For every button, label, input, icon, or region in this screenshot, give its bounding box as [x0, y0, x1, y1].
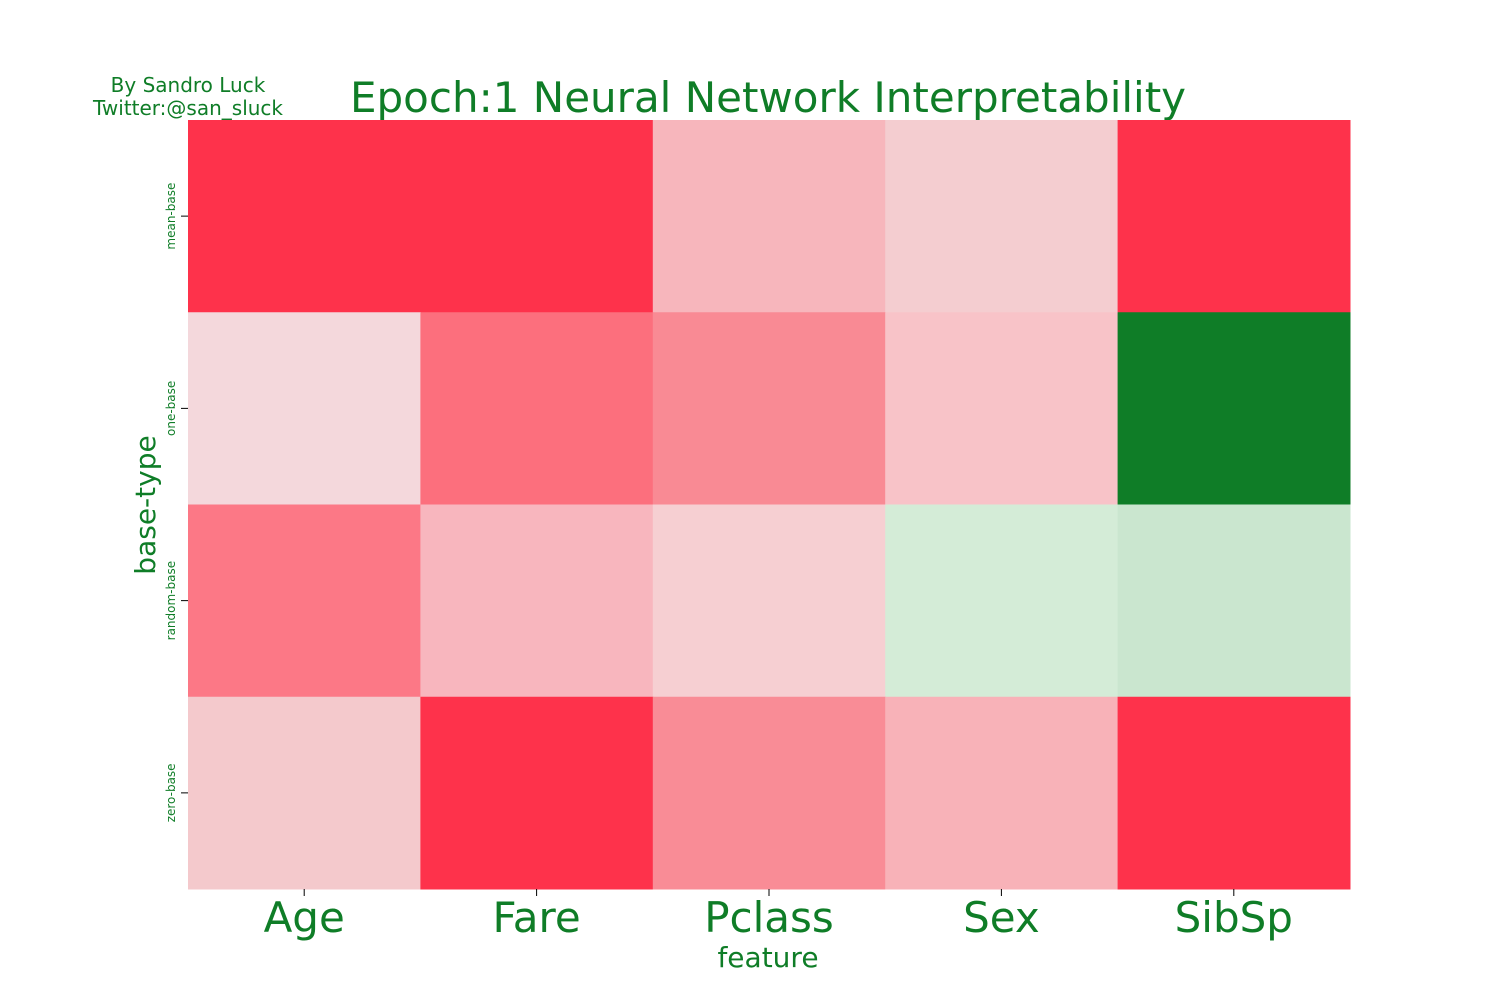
heatmap-cell-mean-base-SibSp — [1117, 120, 1351, 313]
heatmap-cell-random-base-Sex — [885, 504, 1119, 698]
heatmap-cell-one-base-Sex — [885, 312, 1119, 505]
heatmap-cell-zero-base-Age — [188, 696, 421, 890]
credit-line-2: Twitter:@san_sluck — [92, 96, 283, 120]
heatmap-cell-mean-base-Age — [188, 120, 421, 313]
heatmap-cell-zero-base-Pclass — [652, 696, 886, 890]
heatmap-cell-one-base-Pclass — [652, 312, 886, 505]
x-tick-label: Age — [264, 893, 345, 942]
x-axis-ticks: Age Fare Pclass Sex SibSp — [264, 889, 1293, 942]
heatmap-cell-one-base-Age — [188, 312, 421, 505]
x-tick-label: Sex — [963, 893, 1040, 942]
heatmap-cell-random-base-Pclass — [652, 504, 886, 698]
x-tick-label: SibSp — [1175, 893, 1293, 942]
heatmap-cells — [188, 120, 1351, 890]
heatmap-cell-zero-base-SibSp — [1117, 696, 1351, 890]
chart-title: Epoch:1 Neural Network Interpretability — [350, 73, 1186, 122]
heatmap-cell-one-base-SibSp — [1117, 312, 1351, 505]
x-axis-label: feature — [717, 941, 818, 974]
x-tick-label: Pclass — [704, 893, 834, 942]
heatmap-cell-mean-base-Sex — [885, 120, 1119, 313]
heatmap-cell-random-base-Age — [188, 504, 421, 698]
y-axis-label: base-type — [129, 435, 162, 574]
heatmap-cell-one-base-Fare — [420, 312, 654, 505]
heatmap-cell-zero-base-Fare — [420, 696, 654, 890]
heatmap-cell-mean-base-Fare — [420, 120, 654, 313]
heatmap-cell-random-base-Fare — [420, 504, 654, 698]
heatmap-cell-random-base-SibSp — [1117, 504, 1351, 698]
y-tick-label: zero-base — [164, 763, 178, 822]
heatmap-cell-zero-base-Sex — [885, 696, 1119, 890]
credit-line-1: By Sandro Luck — [111, 73, 266, 97]
y-tick-label: random-base — [164, 561, 178, 640]
y-tick-label: mean-base — [164, 183, 178, 250]
y-tick-label: one-base — [164, 381, 178, 436]
y-axis-ticks: mean-base one-base random-base zero-base — [164, 183, 188, 822]
heatmap-cell-mean-base-Pclass — [652, 120, 886, 313]
x-tick-label: Fare — [492, 893, 580, 942]
